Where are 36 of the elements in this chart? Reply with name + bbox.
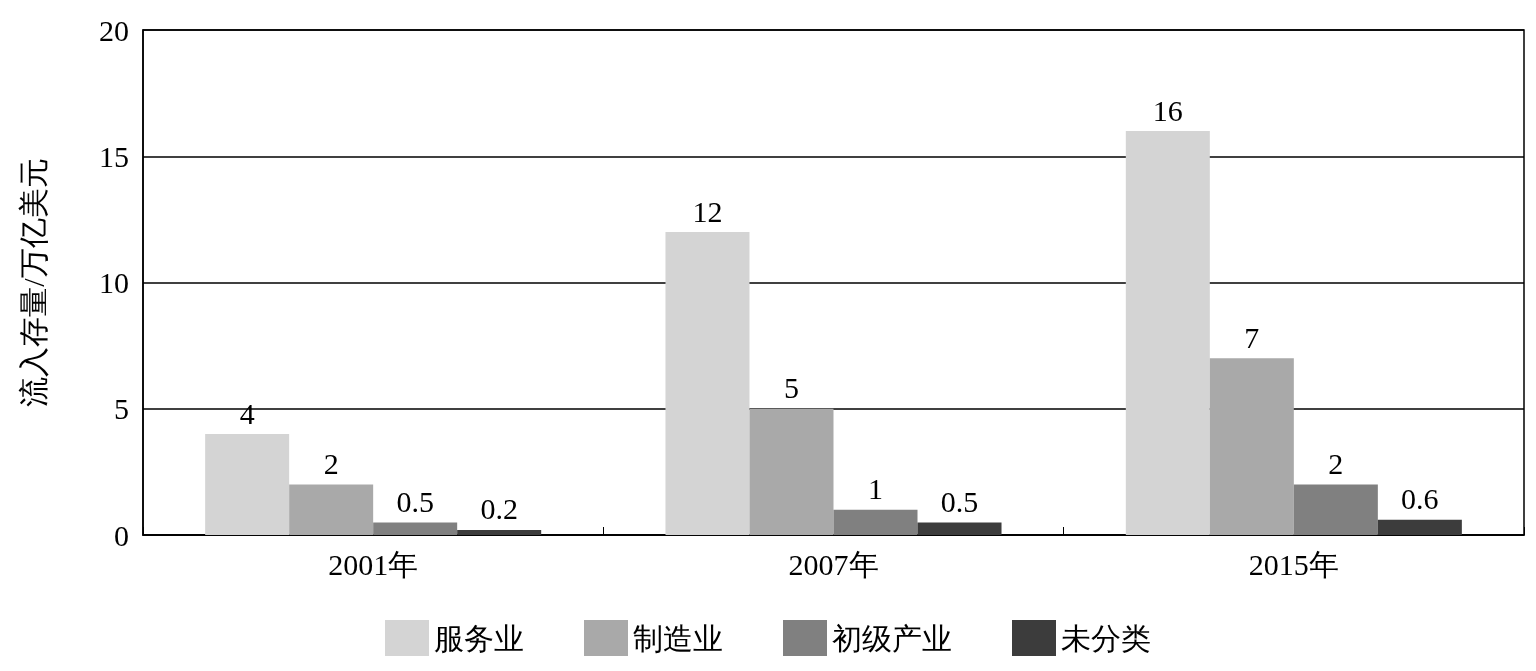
bar: [205, 434, 290, 535]
bar: [665, 232, 750, 535]
bar: [289, 484, 374, 535]
data-label: 12: [692, 194, 723, 228]
legend-label: 制造业: [633, 621, 723, 655]
legend-label: 服务业: [434, 621, 524, 655]
y-tick-label: 15: [99, 139, 129, 173]
bar: [917, 522, 1002, 535]
data-label: 2: [1328, 447, 1344, 480]
y-tick-label: 0: [114, 518, 129, 552]
bar: [1293, 484, 1378, 535]
data-label: 0.2: [480, 492, 518, 526]
y-tick-label: 10: [99, 266, 129, 299]
bar: [1209, 358, 1294, 535]
bar: [373, 522, 458, 535]
bar: [749, 408, 834, 535]
data-label: 0.5: [396, 484, 434, 518]
x-tick-label: 2007年: [788, 547, 879, 581]
bar: [1377, 519, 1462, 535]
data-label: 0.6: [1401, 482, 1439, 516]
data-label: 0.5: [940, 484, 979, 518]
y-axis-title: 流入存量/万亿美元: [16, 158, 50, 407]
bar: [1125, 131, 1210, 535]
bar: [457, 529, 542, 535]
x-tick-label: 2015年: [1248, 547, 1339, 581]
data-label: 7: [1244, 320, 1260, 354]
data-label: 2: [323, 447, 339, 480]
legend-label: 初级产业: [832, 621, 952, 655]
data-label: 1: [868, 472, 884, 506]
y-tick-label: 20: [99, 13, 129, 47]
bar: [833, 509, 918, 535]
legend-label: 未分类: [1061, 621, 1151, 655]
x-tick-label: 2001年: [328, 547, 419, 581]
y-tick-label: 5: [114, 392, 129, 426]
data-label: 5: [783, 371, 799, 405]
data-label: 16: [1152, 93, 1183, 127]
